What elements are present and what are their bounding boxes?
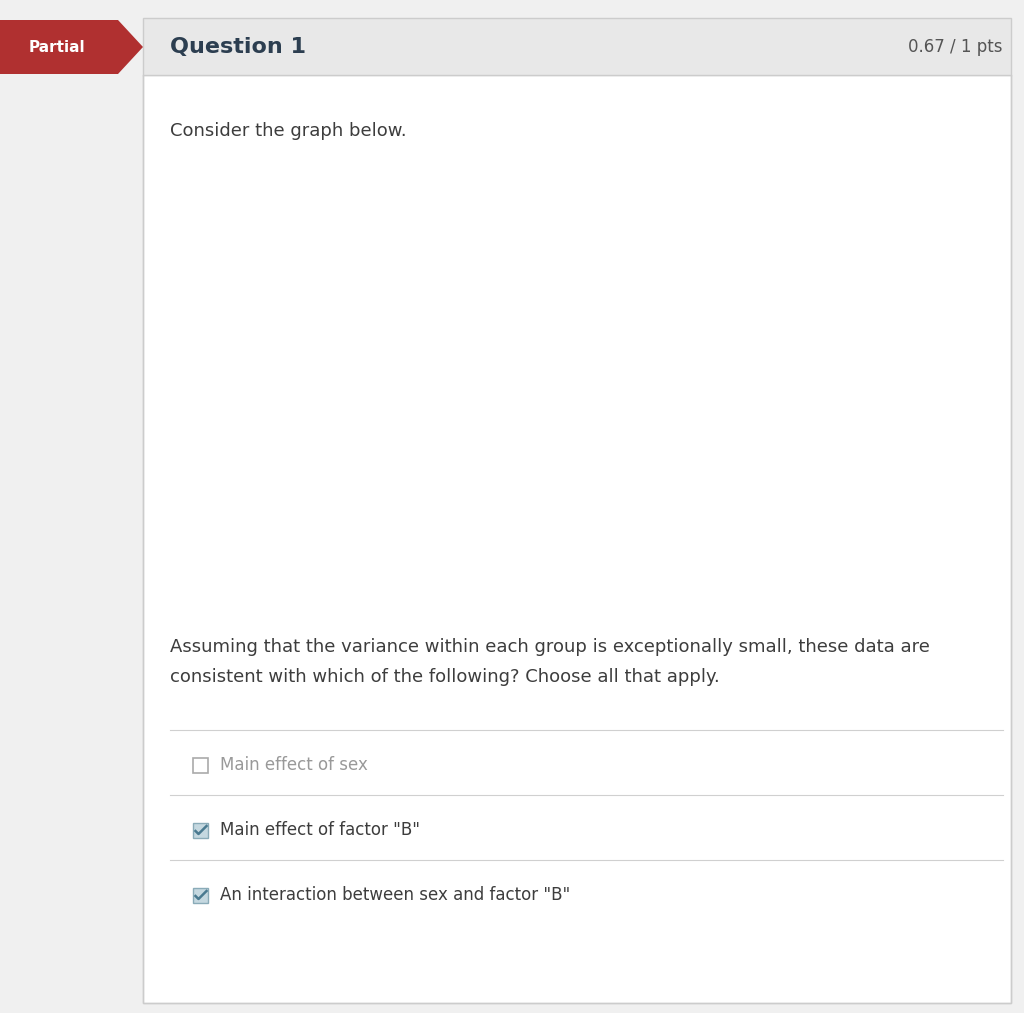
Text: An interaction between sex and factor "B": An interaction between sex and factor "B… [220, 886, 570, 904]
Legend: Male, Female: Male, Female [620, 88, 723, 138]
Bar [193, 823, 208, 838]
Bar [143, 18, 1011, 1003]
Text: Assuming that the variance within each group is exceptionally small, these data : Assuming that the variance within each g… [170, 638, 930, 656]
Bar [143, 75, 1011, 1003]
Bar [143, 18, 1011, 76]
Bar [193, 888, 208, 903]
Bar [193, 758, 208, 773]
Polygon shape [0, 20, 143, 74]
Text: Question 1: Question 1 [170, 37, 306, 57]
X-axis label: B: B [466, 631, 479, 649]
Text: 0.67 / 1 pts: 0.67 / 1 pts [908, 38, 1002, 56]
Text: Main effect of sex: Main effect of sex [220, 756, 368, 774]
Text: Partial: Partial [29, 40, 85, 55]
Text: Main effect of factor "B": Main effect of factor "B" [220, 821, 420, 839]
Y-axis label: Mean: Mean [163, 369, 177, 406]
Text: Consider the graph below.: Consider the graph below. [170, 122, 407, 140]
Text: consistent with which of the following? Choose all that apply.: consistent with which of the following? … [170, 668, 720, 686]
